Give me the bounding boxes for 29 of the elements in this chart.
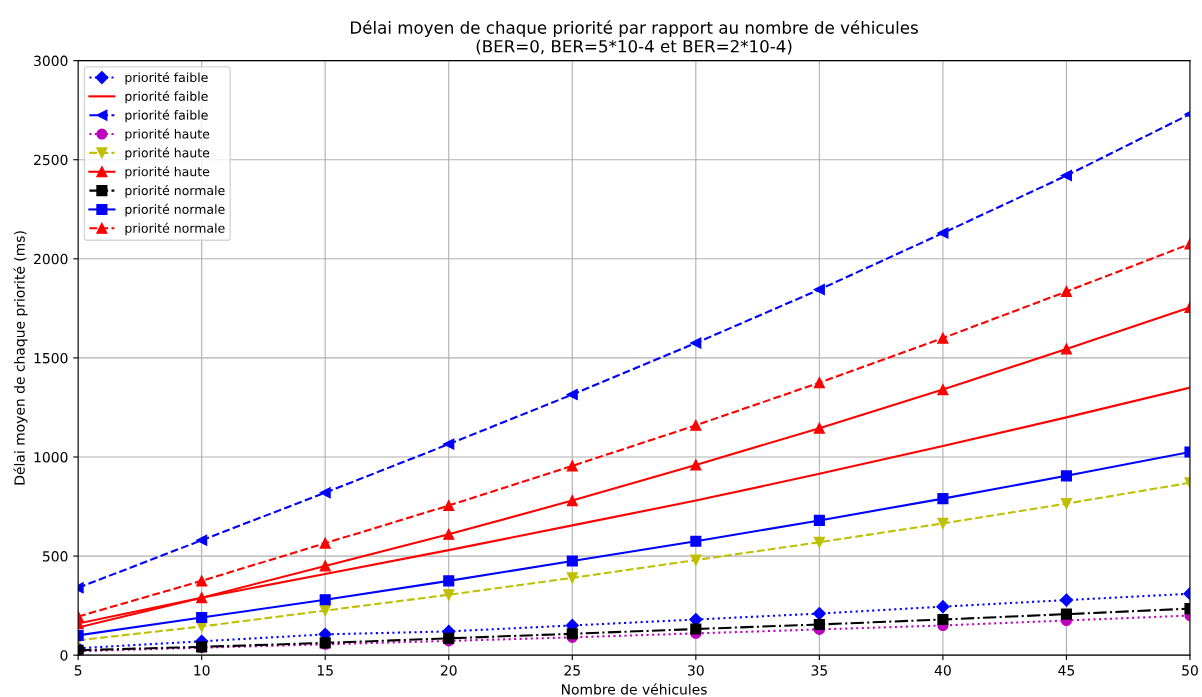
legend-label: priorité faible [125, 71, 208, 85]
x-tick-label: 30 [688, 665, 704, 676]
chart-title: Délai moyen de chaque priorité par rapport au nombre de véhicules (BER=0, BER=5*10-4 et BER=2*10-4) [351, 20, 918, 55]
legend-label: priorité faible [125, 90, 208, 104]
legend-label: priorité faible [125, 109, 208, 123]
y-tick-label: 500 [42, 551, 68, 562]
legend-label: priorité haute [125, 166, 210, 179]
y-axis-title: Délai moyen de chaque priorité (ms) [13, 231, 28, 485]
x-tick-label: 45 [1058, 665, 1075, 676]
x-tick-label: 50 [1182, 665, 1198, 676]
x-tick-label: 10 [194, 665, 210, 676]
y-tick-label: 3000 [34, 55, 68, 67]
x-tick-label: 5 [74, 665, 82, 676]
legend-label: priorité normale [125, 203, 225, 217]
legend-label: priorité haute [125, 128, 210, 142]
y-tick-label: 0 [60, 650, 68, 661]
y-tick-label: 2000 [34, 253, 68, 265]
x-tick-label: 40 [934, 665, 951, 676]
x-tick-label: 20 [440, 665, 457, 676]
x-tick-label: 35 [811, 665, 827, 676]
x-axis-title: Nombre de véhicules [561, 683, 707, 695]
y-tick-label: 1000 [34, 451, 68, 463]
legend-label: priorité normale [125, 222, 225, 236]
legend-label: priorité haute [125, 147, 210, 160]
y-tick-label: 1500 [34, 352, 68, 364]
y-tick-label: 2500 [34, 154, 68, 166]
legend-label: priorité normale [125, 184, 225, 198]
x-tick-label: 25 [564, 665, 580, 676]
x-tick-label: 15 [317, 665, 333, 676]
